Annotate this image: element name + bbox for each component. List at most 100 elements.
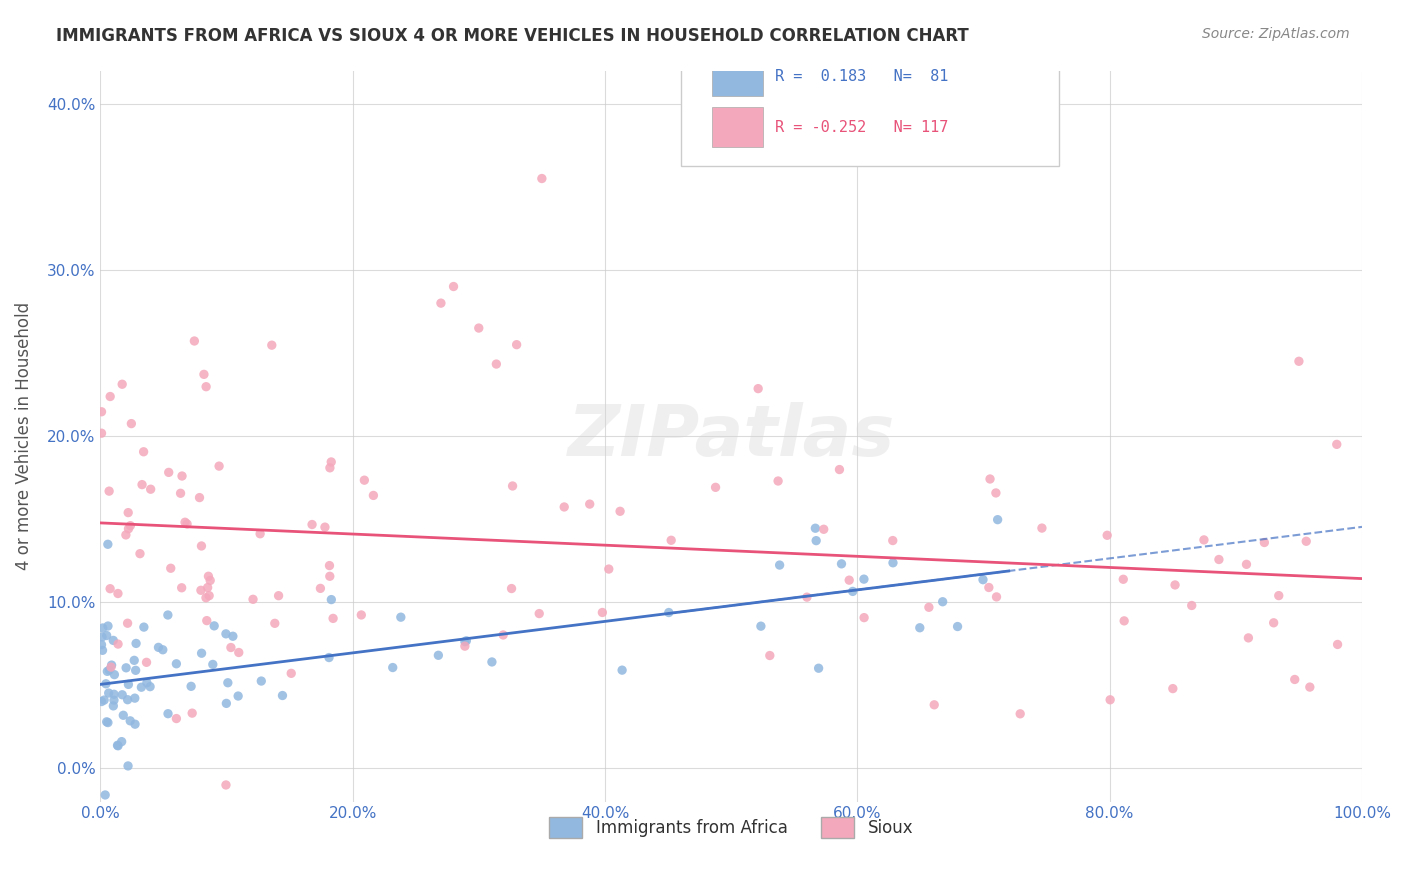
Point — [1326, 637, 1348, 651]
Point — [882, 556, 904, 570]
Point — [219, 640, 242, 655]
Point — [93, 693, 115, 707]
Point — [183, 334, 205, 348]
Point — [156, 607, 179, 622]
Point — [598, 562, 620, 576]
Point — [103, 667, 125, 681]
Point — [321, 455, 343, 469]
Point — [831, 557, 853, 571]
Point — [1010, 706, 1032, 721]
Point — [103, 687, 125, 701]
Point — [882, 533, 904, 548]
Point — [170, 581, 193, 595]
Bar — [713, 56, 762, 96]
Point — [124, 691, 146, 706]
Point — [190, 539, 212, 553]
Point — [91, 621, 114, 635]
Point — [97, 619, 120, 633]
Point — [103, 633, 125, 648]
Point — [280, 666, 302, 681]
Point — [148, 640, 170, 655]
Point — [122, 653, 145, 667]
Point — [747, 382, 769, 396]
Point — [197, 569, 219, 583]
Point — [107, 739, 129, 753]
Point — [350, 607, 373, 622]
Point — [318, 558, 340, 573]
Point — [156, 706, 179, 721]
Point — [222, 629, 245, 643]
Point — [1112, 572, 1135, 586]
Point — [319, 569, 342, 583]
Point — [195, 614, 218, 628]
Text: Source: ZipAtlas.com: Source: ZipAtlas.com — [1202, 27, 1350, 41]
Point — [96, 714, 118, 729]
Point — [152, 642, 174, 657]
Point — [838, 573, 860, 587]
Text: IMMIGRANTS FROM AFRICA VS SIOUX 4 OR MORE VEHICLES IN HOUSEHOLD CORRELATION CHAR: IMMIGRANTS FROM AFRICA VS SIOUX 4 OR MOR… — [56, 27, 969, 45]
Point — [979, 472, 1001, 486]
Point — [226, 689, 249, 703]
Point — [505, 337, 527, 351]
Point — [132, 620, 155, 634]
Point — [501, 582, 523, 596]
Point — [1268, 589, 1291, 603]
Point — [120, 518, 142, 533]
Point — [174, 515, 197, 529]
Point — [215, 627, 238, 641]
Point — [139, 482, 162, 496]
Point — [107, 739, 129, 753]
Point — [267, 589, 290, 603]
Point — [1288, 354, 1310, 368]
Point — [115, 528, 138, 542]
Point — [115, 661, 138, 675]
Point — [98, 582, 121, 596]
Point — [430, 296, 453, 310]
Text: R = -0.252   N= 117: R = -0.252 N= 117 — [775, 120, 949, 135]
Point — [1253, 535, 1275, 549]
Point — [301, 517, 323, 532]
Text: R =  0.183   N=  81: R = 0.183 N= 81 — [775, 69, 949, 84]
Legend: Immigrants from Africa, Sioux: Immigrants from Africa, Sioux — [543, 811, 920, 845]
Point — [766, 474, 789, 488]
Point — [1284, 673, 1306, 687]
Point — [96, 628, 118, 642]
Point — [485, 357, 508, 371]
Point — [100, 660, 122, 674]
Point — [658, 606, 681, 620]
Point — [492, 628, 515, 642]
Point — [157, 466, 180, 480]
Point — [98, 390, 121, 404]
Point — [263, 616, 285, 631]
Point — [194, 591, 217, 605]
Bar — [713, 107, 762, 147]
Text: ZIPatlas: ZIPatlas — [568, 401, 894, 471]
Point — [807, 661, 830, 675]
Point — [97, 686, 120, 700]
Point — [215, 697, 238, 711]
Point — [1236, 558, 1258, 572]
Point — [249, 526, 271, 541]
Point — [132, 444, 155, 458]
Point — [841, 584, 863, 599]
Point — [120, 714, 142, 728]
Point — [704, 480, 727, 494]
Point — [321, 592, 343, 607]
Point — [972, 573, 994, 587]
Point — [111, 734, 134, 748]
Y-axis label: 4 or more Vehicles in Household: 4 or more Vehicles in Household — [15, 302, 32, 570]
Point — [977, 581, 1000, 595]
Point — [796, 590, 818, 604]
Point — [228, 645, 250, 659]
Point — [117, 677, 139, 691]
Point — [176, 516, 198, 531]
Point — [135, 656, 157, 670]
Point — [609, 504, 631, 518]
Point — [197, 581, 219, 595]
Point — [193, 368, 215, 382]
Point — [1181, 599, 1204, 613]
Point — [271, 689, 294, 703]
Point — [918, 600, 941, 615]
Point — [987, 513, 1010, 527]
Point — [103, 693, 125, 707]
